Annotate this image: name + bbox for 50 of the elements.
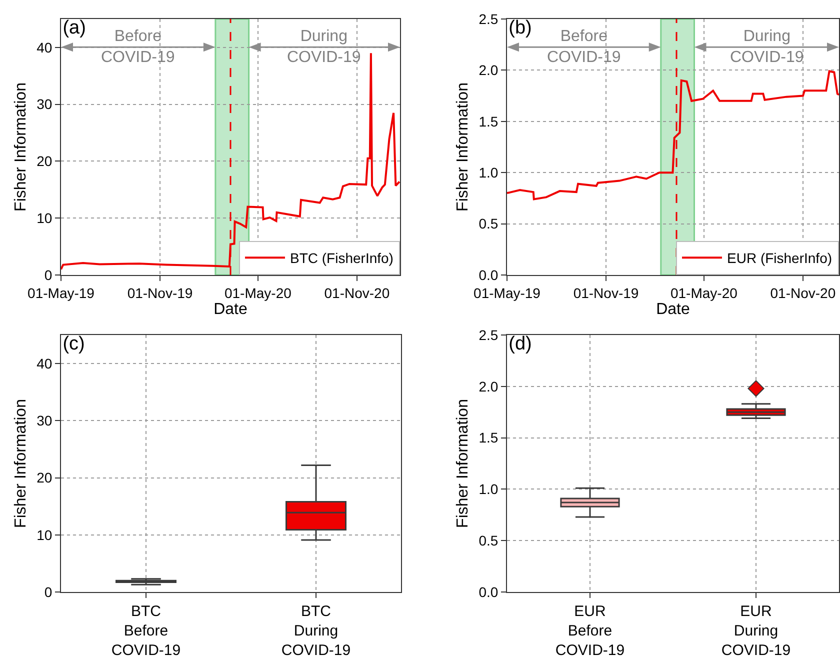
annotation: During COVID-19 — [730, 28, 804, 66]
y-tick-label: 30 — [36, 412, 52, 429]
y-tick-label: 10 — [36, 210, 52, 226]
y-tick-label: 1.0 — [478, 164, 498, 180]
y-axis-title: Fisher Information — [454, 82, 472, 212]
y-tick-label: 0.5 — [478, 216, 498, 232]
chart-title: (d) — [508, 334, 532, 355]
y-tick-label: 40 — [36, 355, 52, 372]
y-axis-title: Fisher Information — [12, 82, 30, 212]
x-tick-label: 01-Nov-19 — [127, 284, 193, 301]
x-tick-label: EUR Before COVID-19 — [555, 603, 625, 659]
chart-title: (c) — [62, 334, 85, 355]
x-axis-title: Date — [656, 300, 690, 318]
annotation: During COVID-19 — [287, 28, 361, 66]
y-axis-title: Fisher Information — [12, 399, 30, 528]
y-tick-label: 30 — [36, 96, 52, 112]
y-tick-label: 0.0 — [478, 584, 498, 600]
y-tick-label: 1.5 — [478, 430, 498, 446]
legend-label: BTC (FisherInfo) — [290, 250, 394, 266]
x-axis-title: Date — [214, 300, 248, 318]
y-axis-title: Fisher Information — [454, 399, 472, 528]
legend-label: EUR (FisherInfo) — [727, 250, 832, 266]
x-tick-label: 01-May-20 — [670, 284, 738, 301]
y-tick-label: 10 — [36, 526, 52, 543]
x-tick-label: BTC During COVID-19 — [281, 603, 351, 659]
y-tick-label: 0 — [44, 584, 52, 600]
annotation: Before COVID-19 — [101, 28, 175, 66]
x-tick-label: 01-Nov-20 — [770, 284, 836, 301]
y-tick-label: 0.0 — [478, 266, 498, 283]
x-tick-label: 01-May-19 — [474, 284, 541, 301]
x-tick-label: 01-May-19 — [28, 284, 95, 301]
y-tick-label: 2.5 — [478, 10, 498, 27]
y-tick-label: 2.0 — [478, 62, 498, 78]
y-tick-label: 20 — [36, 470, 52, 486]
x-tick-label: 01-Nov-20 — [324, 284, 390, 301]
x-tick-label: 01-May-20 — [224, 284, 292, 301]
y-tick-label: 40 — [36, 39, 52, 56]
y-tick-label: 2.5 — [478, 326, 498, 343]
y-tick-label: 0.5 — [478, 532, 498, 548]
chart-title: (a) — [62, 18, 86, 39]
x-tick-label: EUR During COVID-19 — [721, 603, 791, 659]
y-tick-label: 1.0 — [478, 481, 498, 498]
y-tick-label: 20 — [36, 153, 52, 170]
y-tick-label: 0 — [44, 266, 52, 283]
x-tick-label: 01-Nov-19 — [573, 284, 639, 301]
x-tick-label: BTC Before COVID-19 — [111, 603, 181, 659]
y-tick-label: 1.5 — [478, 113, 498, 130]
chart-title: (b) — [508, 18, 532, 39]
annotation: Before COVID-19 — [547, 28, 621, 66]
y-tick-label: 2.0 — [478, 378, 498, 394]
